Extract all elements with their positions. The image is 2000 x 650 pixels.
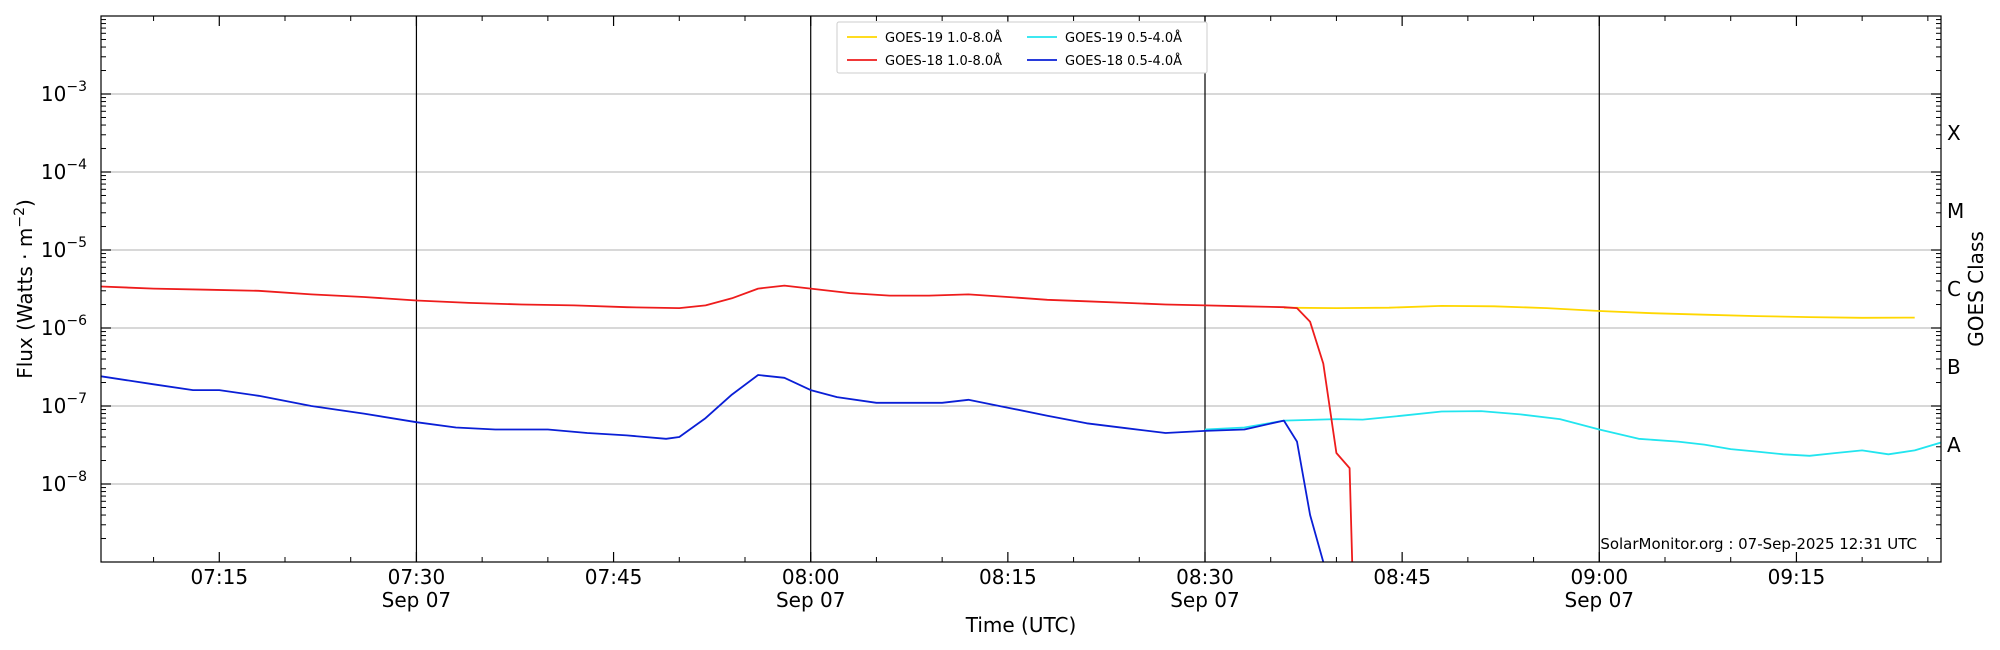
legend-label: GOES-18 0.5-4.0Å: [1065, 53, 1182, 69]
goes-class-axis-title: GOES Class: [1964, 231, 1988, 347]
legend-label: GOES-18 1.0-8.0Å: [885, 53, 1002, 69]
y-tick-base: 10: [41, 472, 66, 496]
y-axis-title: Flux (Watts · m−2): [12, 199, 37, 379]
legend: GOES-19 1.0-8.0Å GOES-19 0.5-4.0Å GOES-18 …: [836, 21, 1208, 74]
goes-class-label: B: [1947, 355, 1961, 379]
plot-frame: [100, 15, 1942, 563]
y-tick-label: 10−8: [41, 469, 87, 496]
goes-class-label: A: [1947, 433, 1961, 457]
y-tick-label: 10−4: [41, 157, 87, 184]
x-tick-label: 08:00: [782, 565, 840, 589]
vertical-time-markers: [415, 16, 1600, 562]
x-tick-label: 09:15: [1768, 565, 1826, 589]
legend-label: GOES-19 0.5-4.0Å: [1065, 30, 1182, 46]
x-tick-label: 08:45: [1373, 565, 1431, 589]
x-tick-label: 09:00: [1570, 565, 1628, 589]
y-tick-exponent: −6: [66, 313, 87, 329]
series-line-0: [1283, 305, 1915, 319]
y-tick-label: 10−5: [41, 235, 87, 262]
x-tick-date: Sep 07: [1565, 588, 1635, 612]
y-axis-ticks: 10−310−410−510−610−710−8: [41, 19, 1941, 540]
legend-box: [836, 21, 1208, 74]
goes-class-label: X: [1947, 121, 1961, 145]
y-axis-title-exponent: −2: [12, 207, 28, 228]
y-axis-title-close: ): [13, 199, 37, 207]
x-tick-label: 08:15: [979, 565, 1037, 589]
y-tick-base: 10: [41, 238, 66, 262]
x-tick-label: 08:30: [1176, 565, 1234, 589]
x-tick-date: Sep 07: [382, 588, 452, 612]
legend-label: GOES-19 1.0-8.0Å: [885, 30, 1002, 46]
x-axis-title: Time (UTC): [965, 613, 1077, 637]
y-tick-label: 10−6: [41, 313, 87, 340]
series-line-2: [1204, 410, 1941, 457]
credit-text: SolarMonitor.org : 07-Sep-2025 12:31 UTC: [1600, 535, 1917, 553]
grid: [101, 93, 1941, 485]
y-tick-base: 10: [41, 394, 66, 418]
x-tick-date: Sep 07: [1170, 588, 1240, 612]
series-group: [101, 284, 1941, 562]
x-tick-label: 07:15: [190, 565, 248, 589]
y-tick-exponent: −3: [66, 79, 87, 95]
y-tick-base: 10: [41, 160, 66, 184]
plot-area: [101, 16, 1941, 562]
x-tick-label: 07:45: [585, 565, 643, 589]
y-tick-exponent: −4: [66, 157, 87, 173]
y-tick-exponent: −8: [66, 469, 87, 485]
y-tick-exponent: −5: [66, 235, 87, 251]
goes-class-label: M: [1947, 199, 1964, 223]
y-tick-base: 10: [41, 82, 66, 106]
series-line-1: [101, 284, 1354, 562]
y-tick-label: 10−7: [41, 391, 87, 418]
y-tick-base: 10: [41, 316, 66, 340]
series-line-3: [101, 374, 1325, 562]
goes-class-label: C: [1947, 277, 1961, 301]
y-axis-title-main: Flux (Watts · m: [13, 228, 37, 379]
x-tick-label: 07:30: [388, 565, 446, 589]
y-tick-label: 10−3: [41, 79, 87, 106]
goes-class-axis: X M C B A: [1947, 121, 1964, 457]
y-tick-exponent: −7: [66, 391, 87, 407]
x-tick-date: Sep 07: [776, 588, 846, 612]
